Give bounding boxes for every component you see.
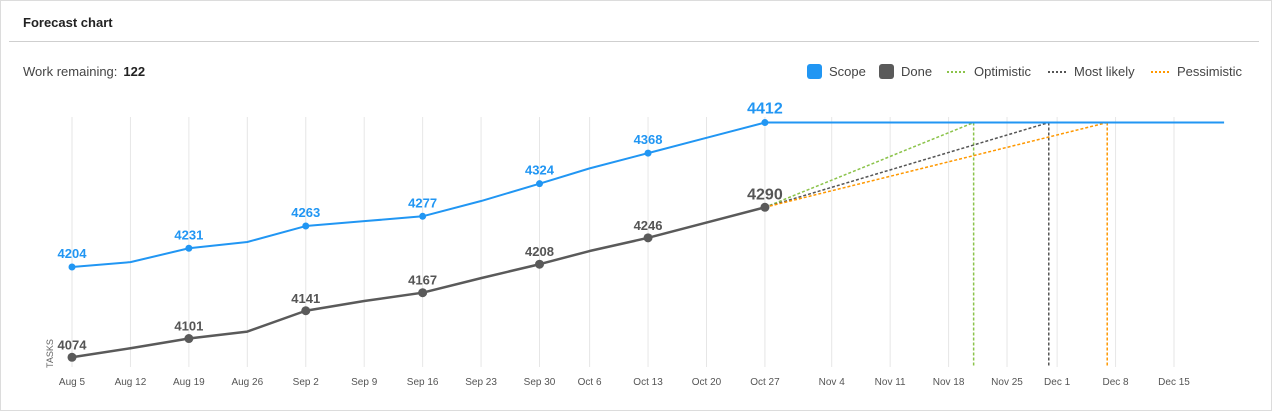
x-tick-label: Dec 15 <box>1158 377 1190 388</box>
x-tick-label: Aug 5 <box>59 377 86 388</box>
work-remaining-value: 122 <box>123 64 146 79</box>
optimistic-forecast-line <box>764 121 974 208</box>
scope-data-point <box>536 180 544 188</box>
legend-done-label: Done <box>901 64 933 79</box>
panel-title: Forecast chart <box>23 15 113 30</box>
x-tick-label: Nov 18 <box>933 377 965 388</box>
done-data-point <box>643 233 653 243</box>
optimistic-dash-icon <box>947 71 965 73</box>
scope-swatch-icon <box>807 64 822 79</box>
x-tick-label: Sep 2 <box>293 377 320 388</box>
scope-series-line <box>71 121 1225 268</box>
pessimistic-forecast-line <box>764 121 1108 209</box>
done-data-point <box>418 288 428 298</box>
x-tick-label: Dec 1 <box>1044 377 1071 388</box>
x-tick-label: Oct 6 <box>578 377 602 388</box>
scope-data-label: 4412 <box>747 101 783 118</box>
scope-data-label: 4368 <box>634 132 663 147</box>
done-data-label: 4101 <box>174 319 203 334</box>
scope-data-point <box>419 212 427 220</box>
scope-data-point <box>302 222 310 230</box>
done-data-label: 4074 <box>58 337 88 352</box>
most-likely-dash-icon <box>1048 71 1066 73</box>
legend-pessimistic-label: Pessimistic <box>1177 64 1243 79</box>
done-data-point <box>184 334 194 344</box>
done-swatch-icon <box>879 64 894 79</box>
x-tick-label: Sep 16 <box>407 377 439 388</box>
scope-data-point <box>761 119 769 127</box>
x-tick-label: Aug 12 <box>115 377 147 388</box>
x-tick-label: Sep 23 <box>465 377 497 388</box>
done-data-label: 4167 <box>408 273 437 288</box>
x-tick-label: Oct 20 <box>692 377 722 388</box>
x-tick-label: Aug 19 <box>173 377 205 388</box>
x-tick-label: Nov 4 <box>819 377 846 388</box>
done-data-point <box>67 352 77 362</box>
x-tick-label: Dec 8 <box>1102 377 1129 388</box>
most-likely-forecast-line <box>764 121 1049 208</box>
x-tick-label: Oct 13 <box>633 377 663 388</box>
panel-header: Forecast chart <box>9 3 1259 42</box>
done-data-point <box>301 306 311 316</box>
y-axis-label: TASKS <box>45 339 55 368</box>
done-data-point <box>760 202 770 212</box>
work-remaining-label: Work remaining: <box>23 64 118 79</box>
x-tick-label: Sep 9 <box>351 377 378 388</box>
done-data-label: 4246 <box>634 218 663 233</box>
done-data-point <box>535 259 545 269</box>
legend-scope-label: Scope <box>829 64 866 79</box>
scope-data-point <box>68 263 76 271</box>
done-data-label: 4141 <box>291 291 320 306</box>
scope-data-label: 4263 <box>291 205 320 220</box>
legend-most-likely-label: Most likely <box>1074 64 1135 79</box>
x-tick-label: Nov 25 <box>991 377 1023 388</box>
scope-data-label: 4324 <box>525 163 555 178</box>
scope-data-label: 4231 <box>174 227 203 242</box>
x-tick-label: Sep 30 <box>524 377 556 388</box>
pessimistic-dash-icon <box>1151 71 1169 73</box>
x-tick-label: Oct 27 <box>750 377 780 388</box>
work-remaining: Work remaining: 122 <box>23 64 145 79</box>
scope-data-point <box>644 149 652 157</box>
x-tick-label: Aug 26 <box>231 377 263 388</box>
legend-optimistic-label: Optimistic <box>974 64 1032 79</box>
scope-data-label: 4277 <box>408 195 437 210</box>
done-data-label: 4208 <box>525 244 554 259</box>
scope-data-label: 4204 <box>58 246 88 261</box>
x-tick-label: Nov 11 <box>875 377 906 388</box>
done-data-label: 4290 <box>747 186 783 203</box>
scope-data-point <box>185 244 193 252</box>
